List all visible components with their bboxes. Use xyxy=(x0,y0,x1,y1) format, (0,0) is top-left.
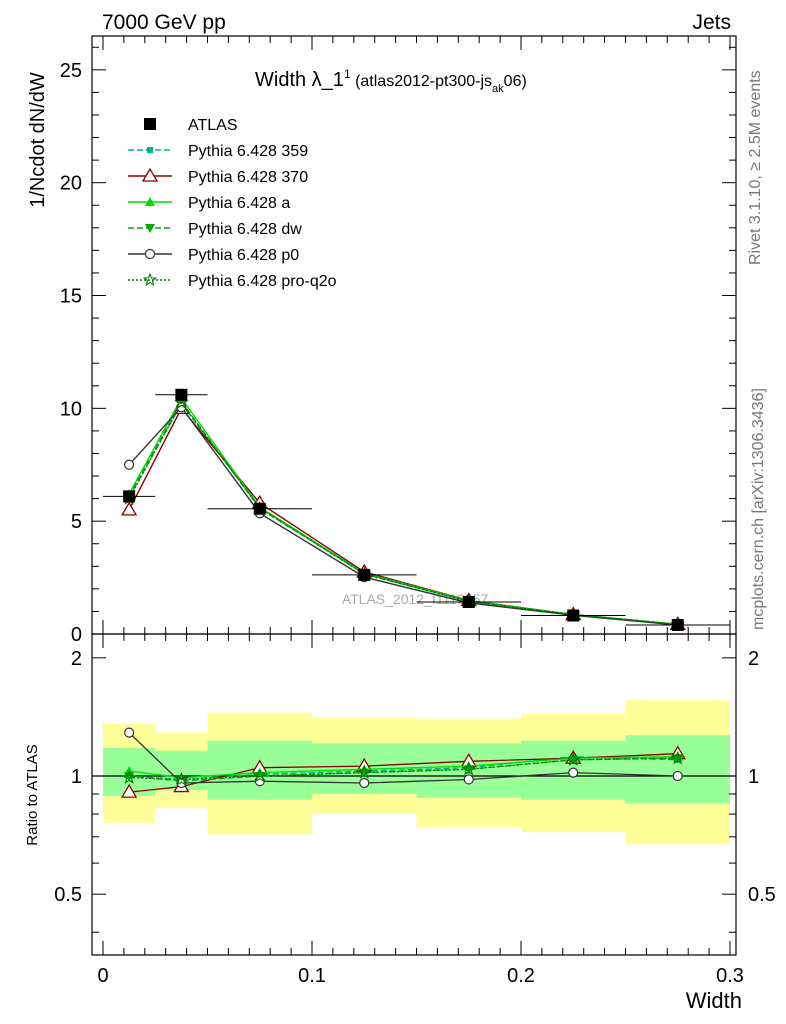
side-label-bottom: mcplots.cern.ch [arXiv:1306.3436] xyxy=(750,388,767,630)
legend-label-data: ATLAS xyxy=(188,117,238,134)
header-left: 7000 GeV pp xyxy=(102,11,226,34)
ratio-4-point-5 xyxy=(568,767,579,778)
ratio-5-point-3 xyxy=(357,765,372,779)
ratio-5-point-2 xyxy=(252,768,267,783)
ratio-4-point-6 xyxy=(672,770,683,782)
ratio-4-point-3 xyxy=(359,777,370,789)
ratio-tick-label: 2 xyxy=(71,648,82,670)
legend-label-3: Pythia 6.428 dw xyxy=(188,221,302,238)
ratio-tick-label-right: 0.5 xyxy=(748,884,776,906)
ratio-tick-label-right: 1 xyxy=(748,766,759,788)
uncertainty-bands xyxy=(92,700,736,845)
chart-title: Width λ_11 (atlas2012-pt300-jsak06) xyxy=(255,67,527,95)
ratio-tick-label: 1 xyxy=(71,766,82,788)
legend-label-0: Pythia 6.428 359 xyxy=(188,143,308,160)
header-right: Jets xyxy=(692,11,731,34)
legend-marker-4 xyxy=(144,248,156,260)
ratio-4-point-0 xyxy=(124,727,135,738)
title-sup: 1 xyxy=(344,67,351,81)
title-paren-open: (atlas2012-pt300-js xyxy=(351,73,492,90)
ratio-series xyxy=(120,727,686,798)
title-main: Width λ_1 xyxy=(255,69,344,91)
ratio-tick-label-right: 2 xyxy=(748,648,759,670)
data-point-1 xyxy=(175,388,188,401)
y-tick-label: 25 xyxy=(60,60,82,82)
y-tick-label: 0 xyxy=(71,624,82,646)
ratio-5-point-6 xyxy=(670,750,685,765)
y-axis-label: 1/Ncdot dN/dW xyxy=(27,72,49,208)
ratio-1-point-0 xyxy=(120,783,138,798)
legend: ATLAS Pythia 6.428 359 Pythia 6.428 370 Pyt… xyxy=(128,117,337,290)
legend-marker-3 xyxy=(145,224,155,233)
main-data-points xyxy=(103,388,730,631)
legend-label-4: Pythia 6.428 p0 xyxy=(188,247,299,264)
data-point-5 xyxy=(567,609,580,622)
y-tick-label: 20 xyxy=(60,173,82,195)
legend-marker-1 xyxy=(141,167,159,182)
ratio-tick-label: 0.5 xyxy=(54,884,82,906)
ratio-5-point-5 xyxy=(566,752,581,766)
data-point-2 xyxy=(253,502,266,515)
series-1-point-0 xyxy=(120,501,138,516)
title-sub: ak xyxy=(492,83,504,95)
series-4-point-0 xyxy=(124,459,135,470)
ratio-y-axis-label: Ratio to ATLAS xyxy=(24,744,41,845)
title-paren-close: 06) xyxy=(504,73,527,90)
ratio-4-point-4 xyxy=(463,774,474,785)
data-point-4 xyxy=(462,595,475,608)
axes: 0 0.1 0.2 0.3 0 5 10 15 20 25 0.5 0.5 1 1 2 2 xyxy=(54,35,776,987)
legend-marker-data xyxy=(144,118,156,130)
legend-marker-0 xyxy=(147,147,153,153)
ratio-5-point-1 xyxy=(174,772,189,786)
data-point-3 xyxy=(358,568,371,581)
legend-label-1: Pythia 6.428 370 xyxy=(188,169,308,186)
watermark: ATLAS_2012_I1119557 xyxy=(342,591,489,607)
legend-marker-2 xyxy=(145,197,155,206)
ratio-5-point-4 xyxy=(461,761,476,776)
x-tick-label: 0 xyxy=(97,965,108,987)
ratio-line-5 xyxy=(129,757,678,781)
y-tick-label: 10 xyxy=(60,398,82,420)
data-point-0 xyxy=(123,490,136,503)
ratio-frame xyxy=(91,633,737,956)
side-label-top: Rivet 3.1.10, ≥ 2.5M events xyxy=(747,70,764,265)
y-tick-label: 5 xyxy=(71,511,82,533)
x-tick-label: 0.1 xyxy=(298,965,326,987)
ratio-4-point-2 xyxy=(254,776,265,787)
legend-marker-5 xyxy=(142,272,158,287)
x-tick-label: 0.2 xyxy=(507,965,535,987)
ratio-3-point-0 xyxy=(124,772,135,782)
data-point-6 xyxy=(671,618,684,631)
legend-label-5: Pythia 6.428 pro-q2o xyxy=(188,273,337,290)
legend-label-2: Pythia 6.428 a xyxy=(188,195,290,212)
y-tick-label: 15 xyxy=(60,286,82,308)
ratio-5-point-0 xyxy=(121,770,137,784)
x-axis-label: Width xyxy=(686,988,742,1013)
x-tick-label: 0.3 xyxy=(716,965,744,987)
